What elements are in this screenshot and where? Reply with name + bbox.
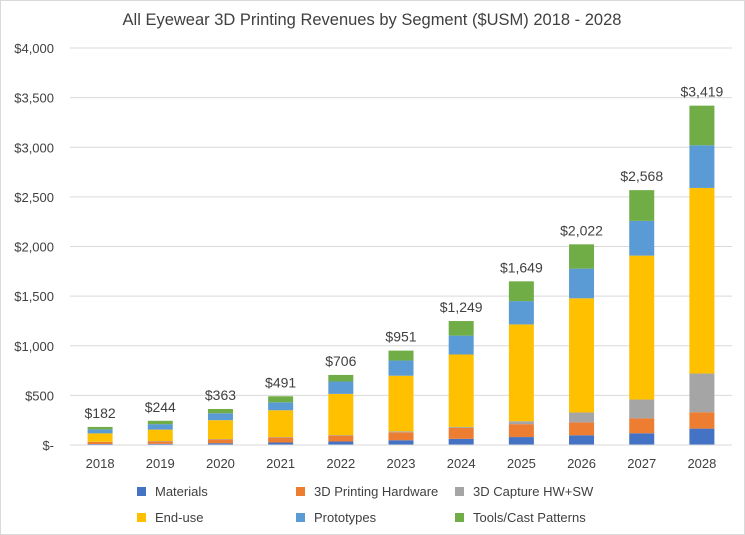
x-tick-label: 2026	[567, 456, 596, 471]
bar-segment-materials	[268, 442, 294, 445]
bar-segment-3d-printing-hardware	[328, 435, 354, 442]
bar-segment-tools-cast-patterns	[569, 244, 595, 269]
x-tick-label: 2021	[266, 456, 295, 471]
bar-segment-end-use	[448, 354, 474, 427]
bar-segment-3d-capture-hw-sw	[569, 412, 595, 423]
bar-segment-end-use	[508, 324, 534, 422]
labels: $182 $244 $363 $491 $706 $951 $1,249 $1,649 $2,0…	[85, 84, 724, 421]
bar-segment-tools-cast-patterns	[508, 281, 534, 302]
bar-segment-tools-cast-patterns	[207, 408, 233, 414]
x-tick-label: 2022	[326, 456, 355, 471]
bar-segment-materials	[569, 435, 595, 445]
bar-segment-materials	[508, 437, 534, 445]
x-tick-label: 2019	[146, 456, 175, 471]
axes: $- $500 $1,000 $1,500 $2,000 $2,500 $3,000 $3,5…	[14, 41, 732, 471]
x-tick-label: 2018	[86, 456, 115, 471]
bar-segment-prototypes	[87, 429, 113, 434]
y-tick-label: $3,000	[14, 140, 54, 155]
total-label: $491	[265, 374, 296, 390]
x-tick-label: 2027	[627, 456, 656, 471]
total-label: $3,419	[680, 84, 723, 100]
bar-segment-materials	[388, 440, 414, 445]
bar-segment-prototypes	[629, 220, 655, 256]
bar-segment-materials	[629, 433, 655, 445]
bar-segment-prototypes	[268, 402, 294, 411]
x-tick-label: 2028	[687, 456, 716, 471]
bar-segment-prototypes	[328, 381, 354, 394]
bar-segment-3d-printing-hardware	[268, 437, 294, 443]
bar-segment-tools-cast-patterns	[629, 190, 655, 221]
total-label: $2,568	[620, 168, 663, 184]
total-label: $706	[325, 353, 356, 369]
bar-segment-3d-printing-hardware	[147, 441, 173, 444]
bar-segment-tools-cast-patterns	[388, 350, 414, 361]
bar-segment-3d-printing-hardware	[689, 412, 715, 429]
bar-segment-end-use	[147, 429, 173, 442]
x-tick-label: 2020	[206, 456, 235, 471]
bar-segment-3d-capture-hw-sw	[689, 373, 715, 413]
bar-segment-3d-printing-hardware	[87, 442, 113, 445]
total-label: $951	[385, 329, 416, 345]
bar-segment-prototypes	[147, 424, 173, 430]
total-label: $2,022	[560, 222, 603, 238]
bar-segment-3d-capture-hw-sw	[388, 431, 414, 433]
y-tick-label: $4,000	[14, 41, 54, 56]
bar-segment-tools-cast-patterns	[87, 426, 113, 430]
bar-segment-tools-cast-patterns	[689, 105, 715, 146]
y-tick-label: $500	[25, 388, 54, 403]
total-label: $1,649	[500, 259, 543, 275]
bar-segment-end-use	[328, 393, 354, 436]
bar-segment-materials	[147, 443, 173, 445]
bar-segment-tools-cast-patterns	[328, 374, 354, 382]
y-tick-label: $3,500	[14, 91, 54, 106]
total-label: $363	[205, 387, 236, 403]
total-label: $182	[85, 405, 116, 421]
chart-title: All Eyewear 3D Printing Revenues by Segm…	[123, 11, 622, 29]
bar-segment-end-use	[569, 298, 595, 413]
bar-segment-materials	[207, 443, 233, 445]
bar-segment-3d-capture-hw-sw	[448, 426, 474, 428]
bar-segment-3d-printing-hardware	[448, 427, 474, 439]
bar-segment-3d-printing-hardware	[207, 439, 233, 444]
bar-segment-tools-cast-patterns	[268, 396, 294, 403]
gridlines	[70, 47, 732, 396]
y-tick-label: $2,000	[14, 240, 54, 255]
bar-segment-prototypes	[207, 413, 233, 421]
y-tick-label: $1,000	[14, 339, 54, 354]
bar-segment-prototypes	[448, 335, 474, 355]
bar-segment-tools-cast-patterns	[448, 321, 474, 336]
total-label: $1,249	[440, 299, 483, 315]
bar-segment-3d-printing-hardware	[388, 432, 414, 441]
bar-segment-end-use	[388, 375, 414, 432]
bar-segment-tools-cast-patterns	[147, 420, 173, 425]
x-tick-label: 2024	[447, 456, 476, 471]
bar-segment-prototypes	[569, 268, 595, 299]
bar-segment-end-use	[689, 187, 715, 374]
bar-segment-3d-printing-hardware	[569, 422, 595, 436]
total-label: $244	[145, 399, 176, 415]
bar-segment-3d-printing-hardware	[629, 418, 655, 434]
x-tick-label: 2023	[387, 456, 416, 471]
bar-segment-end-use	[268, 410, 294, 438]
x-tick-label: 2025	[507, 456, 536, 471]
bar-segment-materials	[328, 441, 354, 445]
bar-segment-prototypes	[689, 145, 715, 188]
y-tick-label: $1,500	[14, 289, 54, 304]
bar-segment-end-use	[207, 420, 233, 440]
bar-segment-prototypes	[508, 301, 534, 325]
bar-segment-materials	[689, 428, 715, 445]
bar-segment-end-use	[629, 255, 655, 400]
bar-segment-3d-capture-hw-sw	[508, 421, 534, 425]
y-tick-label: $2,500	[14, 190, 54, 205]
bar-segment-materials	[448, 438, 474, 445]
y-tick-label: $-	[42, 438, 54, 453]
bar-segment-3d-capture-hw-sw	[629, 399, 655, 419]
bar-segment-3d-printing-hardware	[508, 424, 534, 438]
bars	[87, 105, 715, 445]
bar-segment-end-use	[87, 433, 113, 442]
bar-segment-prototypes	[388, 360, 414, 376]
